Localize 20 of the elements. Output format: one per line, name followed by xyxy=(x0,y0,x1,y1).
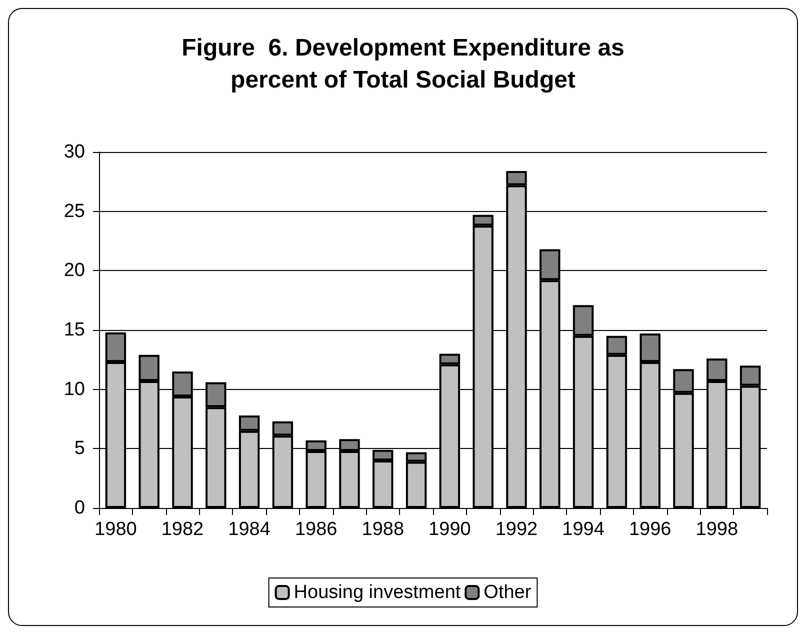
x-tick-label: 1980 xyxy=(94,519,137,540)
y-tick-label: 30 xyxy=(64,142,85,162)
x-tick-label: 1982 xyxy=(161,519,204,540)
chart-title: Figure 6. Development Expenditure as percent of Total Social Budget xyxy=(182,34,624,94)
x-tick-label: 1996 xyxy=(628,519,672,540)
y-tick-label: 10 xyxy=(64,378,85,400)
x-tick-label: 1992 xyxy=(495,519,538,540)
x-tick-label: 1984 xyxy=(228,519,271,540)
legend-label: Housing investment xyxy=(294,582,462,603)
x-tick-label: 1994 xyxy=(562,519,605,540)
x-tick-label: 1988 xyxy=(362,519,404,540)
y-tick-label: 15 xyxy=(64,320,85,340)
y-tick-label: 25 xyxy=(64,200,85,222)
x-tick-label: 1986 xyxy=(294,519,338,540)
y-tick-label: 20 xyxy=(64,260,85,282)
y-tick-label: 0 xyxy=(74,498,85,518)
x-tick-label: 1990 xyxy=(428,519,471,540)
x-tick-label: 1998 xyxy=(696,519,738,540)
legend-label: Other xyxy=(484,582,532,603)
y-tick-label: 5 xyxy=(74,438,85,460)
